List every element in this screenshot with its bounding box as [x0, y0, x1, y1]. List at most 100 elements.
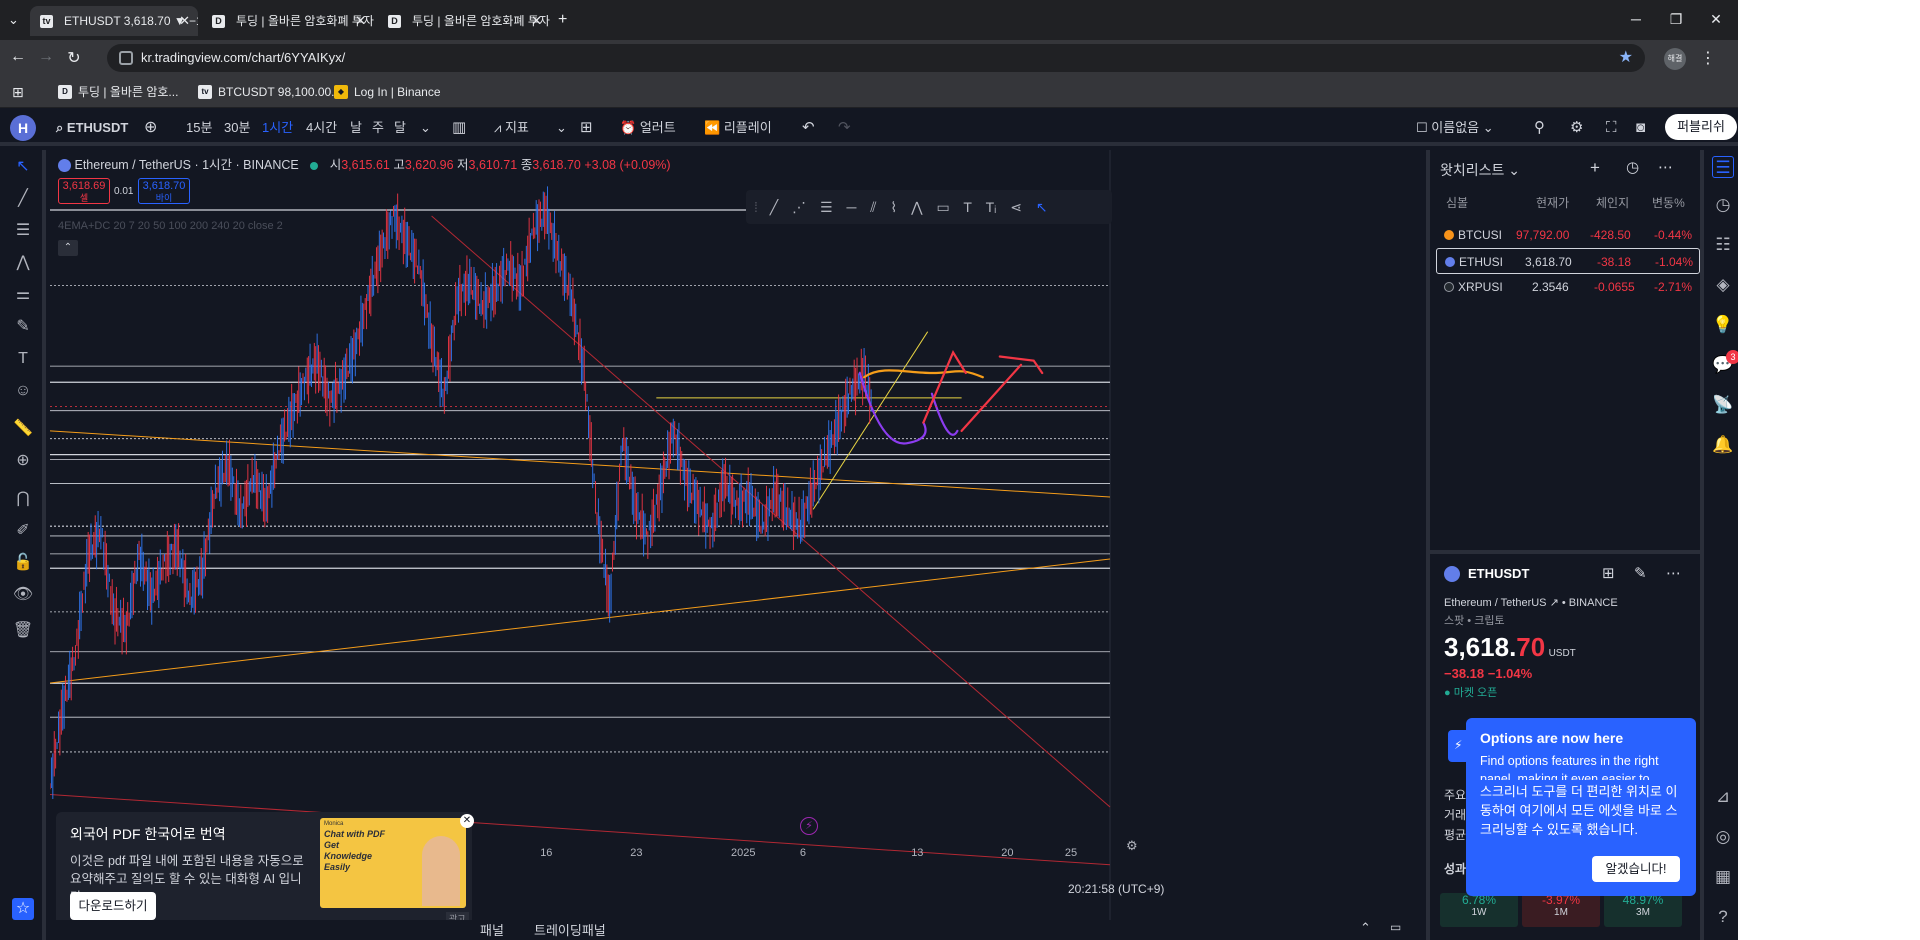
ad-close-icon[interactable]: ✕ — [460, 814, 474, 828]
ad-image[interactable]: Monica Chat with PDF Get Knowledge Easil… — [320, 818, 466, 908]
settings-gear-icon[interactable]: ⚙ — [1570, 119, 1584, 136]
trendline-icon[interactable]: ╱ — [769, 199, 779, 215]
watchlist-clock-icon[interactable]: ◷ — [1626, 159, 1640, 176]
header-symbol[interactable]: 심볼 — [1446, 196, 1469, 210]
hline-icon[interactable]: ─ — [846, 199, 857, 215]
perf-tile-3m[interactable]: 48.97% 3M — [1604, 893, 1682, 927]
back-icon[interactable]: ← — [10, 48, 26, 65]
user-avatar[interactable]: H — [10, 115, 36, 141]
indicator-legend[interactable]: 4EMA+DC 20 7 20 50 100 200 240 20 close … — [58, 220, 283, 232]
ad-banner[interactable]: 외국어 PDF 한국어로 번역 이것은 pdf 파일 내에 포함된 내용을 자동… — [56, 812, 474, 932]
watchlist-row-xrp[interactable]: XRPUSI 2.3546 -0.0655 -2.71% — [1436, 274, 1700, 300]
parallel-icon[interactable]: ☰ — [820, 199, 833, 215]
help-icon[interactable]: ? — [1718, 907, 1728, 926]
close-icon[interactable]: ✕ — [531, 13, 542, 28]
grid-icon[interactable]: ⊞ — [1602, 565, 1615, 582]
drag-handle-icon[interactable]: ⁞ — [754, 199, 758, 215]
header-pct[interactable]: 변동% — [1652, 196, 1685, 210]
floating-drawing-toolbar[interactable]: ⁞ ╱ ⋰ ☰ ─ ⫽ ⌇ ⋀ ▭ T Tᵢ ⋖ ↖ — [746, 190, 1112, 224]
forward-icon[interactable]: → — [38, 48, 54, 65]
interval-day[interactable]: 날 — [350, 120, 362, 135]
maximize-icon[interactable]: ❐ — [1669, 11, 1683, 27]
quick-search-icon[interactable]: ⚲ — [1534, 119, 1545, 136]
apps-grid-icon[interactable]: ⊞ — [12, 84, 24, 100]
magnet-icon[interactable]: ⋂ — [16, 490, 30, 507]
watchlist-row-eth[interactable]: ETHUSI 3,618.70 -38.18 -1.04% — [1436, 248, 1700, 274]
watchlist-row-btc[interactable]: BTCUSI 97,792.00 -428.50 -0.44% — [1436, 222, 1700, 248]
site-info-icon[interactable] — [119, 51, 133, 65]
chart-canvas[interactable] — [50, 150, 1416, 920]
chat-icon[interactable]: 💬 3 — [1712, 350, 1738, 376]
templates-icon[interactable]: ⊞ — [580, 119, 593, 136]
compare-add-icon[interactable]: ⊕ — [144, 119, 158, 136]
layers-icon[interactable]: ◈ — [1716, 275, 1730, 294]
tab-search-icon[interactable]: ⌄ — [8, 12, 19, 27]
collapse-legend-icon[interactable]: ⌃ — [58, 240, 78, 256]
layout-name-button[interactable]: ☐ 이름없음 ⌄ — [1416, 120, 1494, 135]
url-input[interactable]: kr.tradingview.com/chart/6YYAIKyx/ ★ — [107, 44, 1645, 72]
ruler-icon[interactable]: 📏 — [13, 420, 33, 437]
bookmark-binance[interactable]: ◆ Log In | Binance — [334, 82, 441, 102]
interval-4h[interactable]: 4시간 — [306, 120, 338, 135]
redo-icon[interactable]: ↷ — [838, 119, 851, 136]
interval-30m[interactable]: 30분 — [224, 120, 251, 135]
target-icon[interactable]: ◎ — [1715, 827, 1731, 846]
indicators-button[interactable]: ⩘ 지표 — [494, 118, 529, 138]
maximize-panel-icon[interactable]: ▭ — [1390, 920, 1402, 934]
reload-icon[interactable]: ↻ — [67, 50, 81, 67]
panel-divider[interactable] — [1430, 550, 1704, 554]
window-close-icon[interactable]: ✕ — [1710, 11, 1722, 27]
bookmark-star-icon[interactable]: ★ — [1618, 49, 1633, 66]
ad-download-button[interactable]: 다운로드하기 — [70, 892, 156, 920]
watchlist-title[interactable]: 왓치리스트 ⌄ — [1440, 162, 1521, 178]
bookmark-tooding[interactable]: D 투딩 | 올바른 암호... — [58, 82, 178, 102]
bookmark-btcusdt[interactable]: tv BTCUSDT 98,100.00... — [198, 82, 341, 102]
text-icon[interactable]: T — [18, 350, 28, 367]
abcd-icon[interactable]: ⋀ — [911, 199, 923, 215]
favorites-star-icon[interactable]: ☆ — [12, 898, 34, 920]
tab-tooding-1[interactable]: D 투딩 | 올바른 암호화폐 투자의 ✕ — [202, 6, 374, 36]
interval-week[interactable]: 주 — [372, 120, 384, 135]
profile-avatar[interactable]: 해결 — [1664, 48, 1686, 70]
chart-type-icon[interactable]: ▥ — [452, 119, 467, 136]
fib-icon[interactable]: ⚌ — [15, 286, 31, 303]
interval-15m[interactable]: 15분 — [186, 120, 213, 135]
text-icon[interactable]: T — [963, 199, 972, 215]
notifications-bell-icon[interactable]: 🔔 — [1712, 435, 1734, 454]
fullname-label[interactable]: Ethereum / TetherUS — [1444, 597, 1547, 609]
symbol-search[interactable]: ⌕ ETHUSDT — [56, 120, 129, 135]
publish-button[interactable]: 퍼블리쉬 — [1665, 114, 1737, 140]
more-icon[interactable]: ⋯ — [1658, 159, 1673, 176]
cursor-icon[interactable]: ↖ — [1035, 199, 1048, 215]
wave-icon[interactable]: ⌇ — [890, 199, 898, 215]
pattern-icon[interactable]: ⋀ — [16, 254, 30, 271]
header-change[interactable]: 체인지 — [1596, 196, 1630, 210]
flash-icon[interactable]: ⚡ — [800, 817, 818, 835]
tab-ethusdt[interactable]: tv ETHUSDT 3,618.70 ▼ −1.04% ✕ — [30, 6, 198, 36]
trash-icon[interactable]: 🗑 — [12, 622, 34, 639]
channel-icon[interactable]: ⫽ — [870, 199, 877, 215]
buy-button[interactable]: 3,618.70 바이 — [138, 178, 190, 204]
ray-icon[interactable]: ⋰ — [792, 199, 807, 215]
details-symbol[interactable]: ETHUSDT — [1468, 566, 1530, 581]
indicators-dropdown-icon[interactable]: ⌄ — [556, 120, 567, 135]
interval-month[interactable]: 달 — [394, 120, 406, 135]
calendar-icon[interactable]: ▦ — [1714, 867, 1732, 886]
alerts-button[interactable]: ⏰ 얼러트 — [620, 118, 676, 138]
panel-tab[interactable]: 패널 — [480, 923, 504, 938]
add-symbol-icon[interactable]: + — [1590, 158, 1600, 177]
long-position-icon[interactable]: ⋖ — [1010, 199, 1022, 215]
zoom-icon[interactable]: ⊕ — [16, 452, 30, 469]
edit-icon[interactable]: ✎ — [1634, 565, 1647, 582]
close-icon[interactable]: ✕ — [179, 13, 190, 28]
perf-tile-1w[interactable]: 6.78% 1W — [1440, 893, 1518, 927]
sell-button[interactable]: 3,618.69 셀 — [58, 178, 110, 204]
horizontal-lines-icon[interactable]: ☰ — [15, 222, 31, 239]
trading-panel-tab[interactable]: 트레이딩패널 — [534, 923, 606, 938]
interval-1h[interactable]: 1시간 — [262, 120, 294, 135]
cursor-icon[interactable]: ↖ — [16, 158, 30, 175]
new-tab-button[interactable]: + — [558, 11, 568, 28]
collapse-up-icon[interactable]: ⌃ — [1360, 920, 1371, 935]
snapshot-camera-icon[interactable]: ◙ — [1636, 119, 1646, 136]
menu-icon[interactable]: ⋮ — [1700, 50, 1716, 67]
